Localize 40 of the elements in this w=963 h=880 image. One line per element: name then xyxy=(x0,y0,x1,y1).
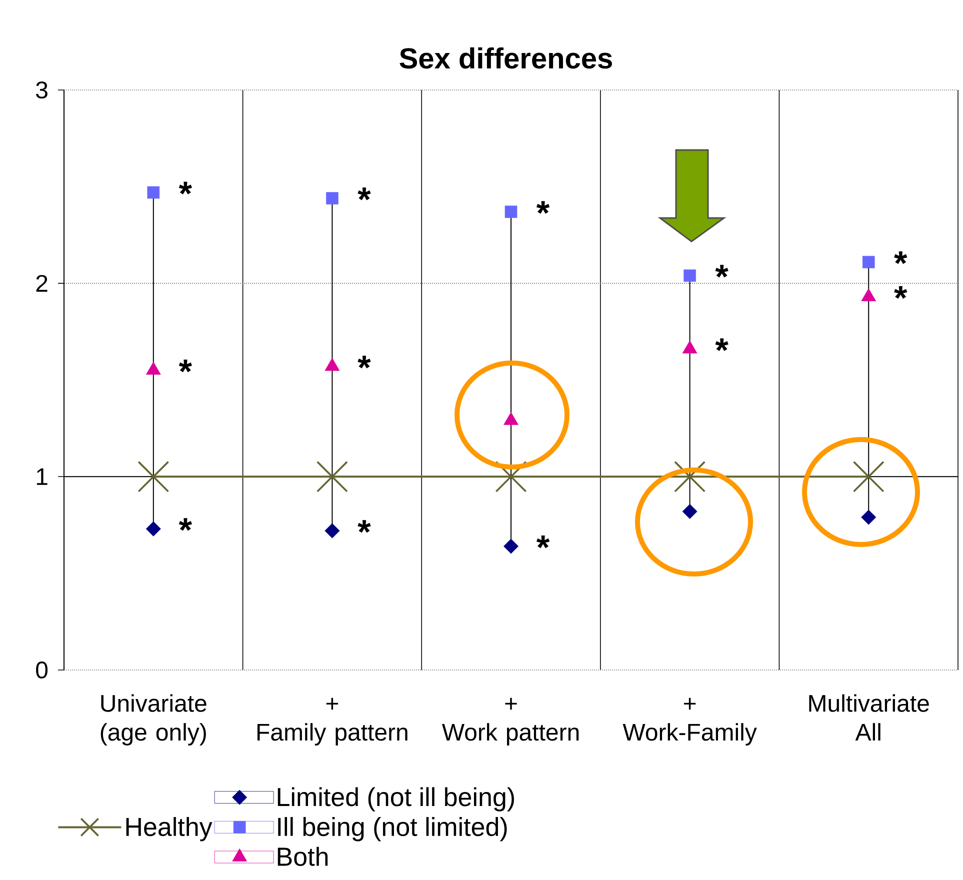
point xyxy=(326,192,338,204)
point xyxy=(862,256,875,268)
annotation: * xyxy=(715,338,728,352)
annotation: * xyxy=(358,188,371,200)
point xyxy=(861,510,876,525)
annotation: * xyxy=(894,251,908,264)
annotation: * xyxy=(178,518,192,531)
point xyxy=(495,460,527,492)
point xyxy=(504,538,519,554)
annotation: * xyxy=(715,264,728,278)
annotation: * xyxy=(894,286,908,299)
annotation: * xyxy=(536,201,550,214)
y-tick-label: 2 xyxy=(36,274,48,292)
annotation: * xyxy=(358,520,371,533)
point xyxy=(316,460,348,492)
point xyxy=(674,460,706,492)
annotation: * xyxy=(536,536,550,548)
legend-label: Both xyxy=(278,846,328,866)
legend-label: Limited (not ill being) xyxy=(278,787,514,812)
point xyxy=(147,186,160,199)
x-tick-label: + Work pattern xyxy=(442,698,579,746)
point xyxy=(146,521,161,536)
annotation: * xyxy=(358,356,371,368)
point xyxy=(682,504,698,519)
point xyxy=(504,206,518,218)
y-tick-label: 1 xyxy=(36,468,48,485)
legend-label: Healthy xyxy=(126,817,212,842)
annotation: * xyxy=(178,182,192,194)
point xyxy=(324,523,340,538)
x-tick-label: Multivariate All xyxy=(809,694,929,740)
chart-title: Sex differences xyxy=(400,47,612,69)
point xyxy=(138,460,170,492)
point xyxy=(684,269,696,282)
x-tick-label: Univariate (age only) xyxy=(100,694,206,746)
y-tick-label: 3 xyxy=(36,82,48,98)
x-tick-label: + Family pattern xyxy=(257,698,408,746)
y-tick-label: 0 xyxy=(36,662,48,678)
annotation: * xyxy=(178,360,192,372)
x-tick-label: + Work-Family xyxy=(622,698,757,746)
legend-label: Ill being (not limited) xyxy=(278,817,507,842)
